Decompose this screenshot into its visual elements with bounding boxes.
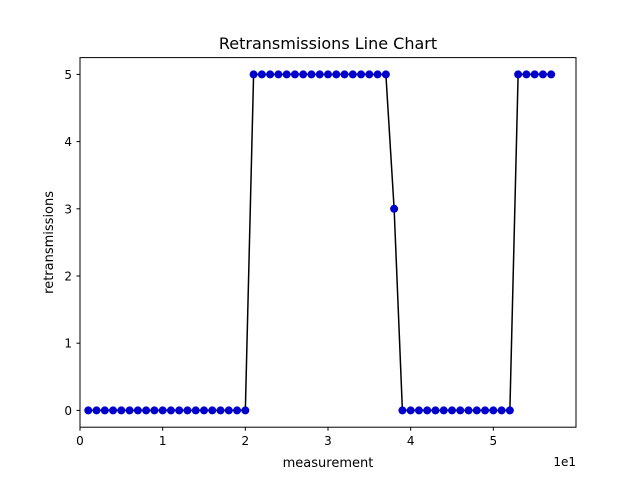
data-point	[200, 406, 208, 415]
data-point	[117, 406, 126, 415]
data-point	[109, 406, 118, 415]
data-point	[373, 70, 382, 79]
data-point	[216, 406, 225, 415]
y-axis: 0 1 2 3 4 5	[64, 68, 80, 418]
data-point	[307, 70, 316, 79]
y-tick-label: 1	[64, 337, 72, 351]
data-point	[390, 204, 399, 213]
x-axis-label: measurement	[283, 456, 374, 471]
data-point	[464, 406, 473, 415]
data-point	[166, 406, 175, 415]
x-tick-label: 5	[490, 434, 498, 448]
data-point	[249, 70, 258, 79]
x-axis: 0 1 2 3 4 5	[76, 427, 497, 448]
x-tick-label: 1	[159, 434, 167, 448]
data-point	[414, 406, 423, 415]
x-tick-label: 4	[407, 434, 415, 448]
data-point	[282, 70, 291, 79]
data-point	[299, 70, 308, 79]
data-point	[224, 406, 233, 415]
data-point	[257, 70, 266, 79]
data-point	[439, 406, 448, 415]
data-point	[324, 70, 332, 79]
y-tick-label: 5	[64, 68, 72, 82]
data-point	[448, 406, 456, 415]
data-point	[431, 406, 440, 415]
data-point	[472, 406, 481, 415]
data-point	[266, 70, 275, 79]
axes-frame	[79, 57, 577, 428]
data-point	[357, 70, 366, 79]
data-point	[332, 70, 341, 79]
data-point	[522, 70, 531, 79]
data-point	[497, 406, 506, 415]
data-point	[530, 70, 539, 79]
data-point	[348, 70, 357, 79]
y-tick-label: 3	[64, 202, 72, 216]
data-point	[100, 406, 109, 415]
data-point	[315, 70, 324, 79]
data-point	[547, 70, 556, 79]
data-point	[191, 406, 200, 415]
series-line	[88, 73, 552, 412]
data-point	[538, 70, 547, 79]
data-point	[481, 406, 490, 415]
y-axis-label: retransmissions	[42, 191, 57, 294]
data-point	[175, 406, 184, 415]
data-point	[92, 406, 101, 415]
data-point	[125, 406, 134, 415]
data-point	[406, 406, 415, 415]
y-tick-label: 0	[64, 404, 72, 418]
x-tick-label: 2	[242, 434, 250, 448]
data-point	[233, 406, 242, 415]
x-tick-label: 0	[76, 434, 84, 448]
y-tick-label: 2	[64, 270, 72, 284]
data-point	[183, 406, 192, 415]
y-tick-label: 4	[64, 135, 72, 149]
data-point	[133, 406, 142, 415]
chart-title: Retransmissions Line Chart	[219, 34, 437, 53]
data-point	[208, 406, 217, 415]
data-point	[158, 406, 167, 415]
data-point	[142, 406, 151, 415]
data-point	[340, 70, 349, 79]
data-point	[456, 406, 465, 415]
data-point	[241, 406, 250, 415]
data-point	[398, 406, 407, 415]
data-point	[150, 406, 159, 415]
data-point	[514, 70, 523, 79]
data-point	[381, 70, 390, 79]
plot-area	[84, 70, 556, 415]
data-point	[290, 70, 299, 79]
data-point	[84, 406, 93, 415]
data-point	[505, 406, 514, 415]
data-point	[489, 406, 498, 415]
data-point	[365, 70, 374, 79]
x-tick-label: 3	[324, 434, 332, 448]
data-point	[274, 70, 283, 79]
data-point	[423, 406, 432, 415]
x-axis-offset-label: 1e1	[553, 455, 576, 469]
